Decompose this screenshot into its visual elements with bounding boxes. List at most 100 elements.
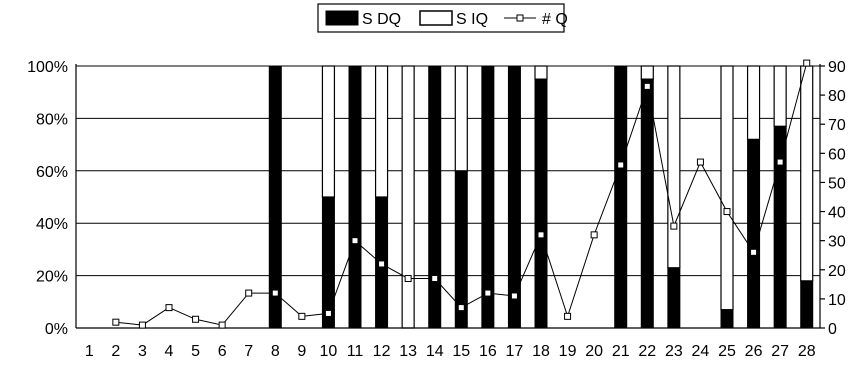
point-q bbox=[138, 321, 146, 329]
bar-s-iq bbox=[640, 65, 654, 80]
y-left-tick-label: 80% bbox=[36, 111, 68, 128]
bar-s-iq bbox=[374, 65, 389, 198]
y-left-tick-label: 40% bbox=[36, 216, 68, 233]
legend-label-q: # Q bbox=[542, 11, 568, 28]
x-tick-label: 3 bbox=[138, 343, 147, 360]
point-q bbox=[537, 231, 545, 239]
point-q bbox=[670, 222, 678, 230]
point-q bbox=[404, 275, 412, 283]
bar-s-iq bbox=[401, 65, 415, 329]
y-right-tick-label: 40 bbox=[828, 205, 846, 222]
bar-s-dq bbox=[481, 65, 495, 329]
bar-s-iq bbox=[321, 65, 336, 198]
x-tick-label: 23 bbox=[665, 343, 683, 360]
x-tick-label: 13 bbox=[399, 343, 417, 360]
point-q bbox=[351, 237, 359, 245]
x-tick-label: 22 bbox=[638, 343, 656, 360]
x-tick-label: 21 bbox=[612, 343, 630, 360]
bar-s-dq bbox=[614, 65, 628, 329]
bar-s-dq bbox=[747, 138, 761, 329]
y-left-tick-label: 0% bbox=[45, 321, 68, 338]
x-tick-label: 16 bbox=[479, 343, 497, 360]
y-right-tick-label: 20 bbox=[828, 263, 846, 280]
x-tick-label: 27 bbox=[771, 343, 789, 360]
point-q bbox=[590, 231, 598, 239]
x-tick-label: 2 bbox=[111, 343, 120, 360]
x-tick-label: 14 bbox=[426, 343, 444, 360]
x-tick-label: 11 bbox=[347, 343, 364, 360]
point-q bbox=[165, 304, 173, 312]
point-q bbox=[218, 321, 226, 329]
y-right-tick-label: 70 bbox=[828, 117, 846, 134]
point-q bbox=[192, 315, 200, 323]
bar-s-dq bbox=[534, 78, 548, 329]
legend-label-s-dq: S DQ bbox=[362, 11, 401, 28]
y-right-tick-label: 50 bbox=[828, 175, 846, 192]
legend-swatch-s-dq bbox=[325, 10, 359, 26]
x-tick-label: 1 bbox=[85, 343, 94, 360]
bar-s-iq bbox=[534, 65, 548, 80]
point-q bbox=[431, 275, 439, 283]
bar-s-dq bbox=[428, 65, 442, 329]
x-tick-label: 6 bbox=[218, 343, 227, 360]
x-tick-label: 25 bbox=[718, 343, 736, 360]
legend: S DQ S IQ # Q bbox=[317, 3, 568, 33]
bar-s-dq bbox=[268, 65, 282, 329]
x-tick-label: 19 bbox=[559, 343, 577, 360]
y-right-tick-label: 90 bbox=[828, 59, 846, 76]
bar-s-dq bbox=[800, 280, 814, 329]
x-tick-label: 8 bbox=[271, 343, 280, 360]
point-q bbox=[564, 312, 572, 320]
bar-s-dq bbox=[640, 78, 654, 329]
y-left-tick-label: 100% bbox=[27, 59, 68, 76]
bar-s-dq bbox=[720, 309, 734, 329]
y-right-tick-label: 30 bbox=[828, 234, 846, 251]
bar-s-iq bbox=[667, 65, 681, 269]
point-q bbox=[324, 309, 332, 317]
bar-s-iq bbox=[720, 65, 734, 311]
legend-swatch-s-iq bbox=[419, 10, 453, 26]
y-right-tick-label: 80 bbox=[828, 88, 846, 105]
point-q bbox=[484, 289, 492, 297]
point-q bbox=[510, 292, 518, 300]
y-left-tick-label: 20% bbox=[36, 269, 68, 286]
point-q bbox=[803, 59, 811, 67]
point-q bbox=[776, 158, 784, 166]
point-q bbox=[617, 161, 625, 169]
legend-marker-q bbox=[516, 14, 524, 22]
legend-label-s-iq: S IQ bbox=[456, 11, 488, 28]
x-tick-label: 24 bbox=[692, 343, 710, 360]
x-tick-label: 9 bbox=[297, 343, 306, 360]
point-q bbox=[378, 260, 386, 268]
bar-s-iq bbox=[454, 65, 468, 172]
x-tick-label: 5 bbox=[191, 343, 200, 360]
bar-s-iq bbox=[773, 65, 787, 127]
x-tick-label: 12 bbox=[373, 343, 391, 360]
x-tick-label: 7 bbox=[244, 343, 253, 360]
y-left-tick-label: 60% bbox=[36, 164, 68, 181]
bar-s-iq bbox=[800, 65, 814, 282]
x-tick-label: 20 bbox=[585, 343, 603, 360]
x-tick-label: 28 bbox=[798, 343, 816, 360]
y-right-tick-label: 0 bbox=[828, 321, 837, 338]
y-right-tick-label: 60 bbox=[828, 146, 846, 163]
bar-s-iq bbox=[746, 65, 761, 140]
bar-s-dq bbox=[773, 125, 787, 329]
x-tick-label: 18 bbox=[532, 343, 550, 360]
point-q bbox=[245, 289, 253, 297]
point-q bbox=[750, 248, 758, 256]
point-q bbox=[271, 289, 279, 297]
point-q bbox=[723, 208, 731, 216]
point-q bbox=[112, 318, 120, 326]
x-tick-label: 17 bbox=[506, 343, 524, 360]
bar-s-dq bbox=[507, 65, 521, 329]
bar-s-dq bbox=[667, 267, 681, 329]
point-q bbox=[696, 158, 704, 166]
point-q bbox=[298, 312, 306, 320]
x-tick-label: 4 bbox=[165, 343, 174, 360]
bar-s-dq bbox=[348, 65, 362, 329]
bar-s-dq bbox=[321, 196, 335, 329]
y-right-tick-label: 10 bbox=[828, 292, 846, 309]
